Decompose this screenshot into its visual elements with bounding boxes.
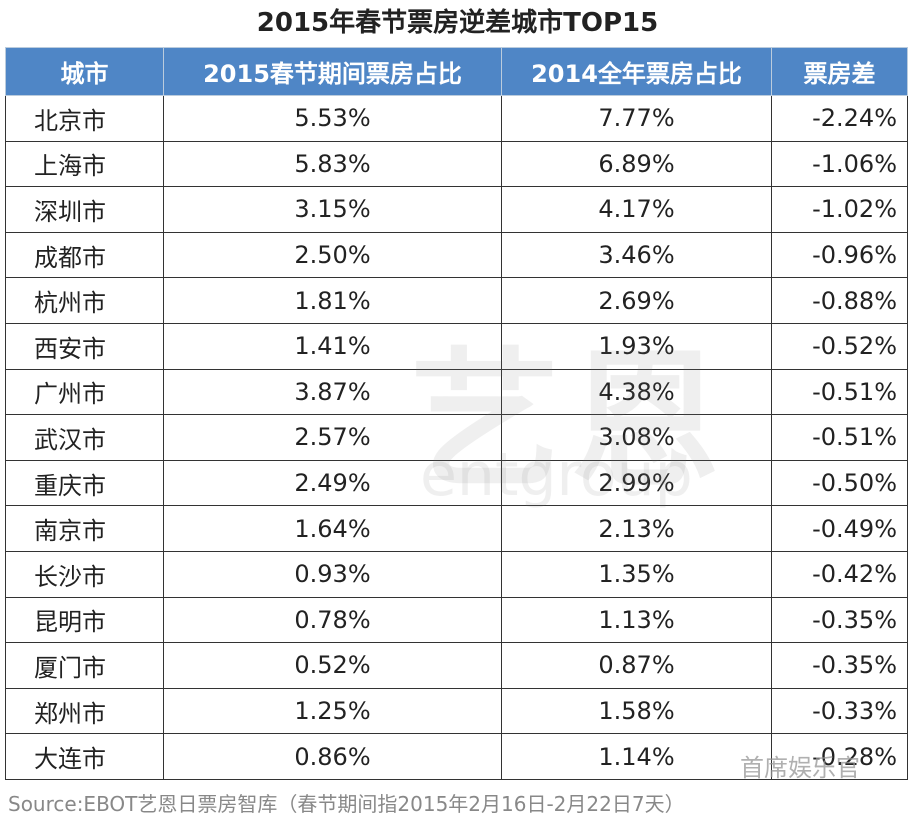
- table-cell: 广州市: [5, 368, 164, 416]
- table-cell: -0.50%: [771, 459, 908, 507]
- table-cell: 厦门市: [5, 642, 164, 689]
- table-row: 西安市 1.41% 1.93% -0.52%: [5, 322, 908, 370]
- table-cell: 5.53%: [163, 95, 502, 142]
- table-cell: -1.06%: [771, 140, 908, 188]
- table-row: 杭州市 1.81% 2.69% -0.88%: [5, 277, 908, 324]
- table-row: 重庆市 2.49% 2.99% -0.50%: [5, 459, 908, 507]
- table-cell: 3.08%: [501, 414, 772, 461]
- table-cell: -0.52%: [771, 322, 908, 370]
- table-cell: 2.13%: [501, 505, 772, 552]
- table-cell: -0.51%: [771, 368, 908, 416]
- table-row: 广州市 3.87% 4.38% -0.51%: [5, 368, 908, 416]
- table-cell: 重庆市: [5, 459, 164, 507]
- table-cell: 6.89%: [501, 140, 772, 188]
- header-row: 城市 2015春节期间票房占比 2014全年票房占比 票房差: [5, 47, 908, 96]
- table-cell: 1.93%: [501, 322, 772, 370]
- data-table: 城市 2015春节期间票房占比 2014全年票房占比 票房差 北京市 5.53% 7.77…: [5, 47, 908, 780]
- table-cell: 0.93%: [163, 550, 502, 598]
- table-cell: 0.87%: [501, 642, 772, 689]
- table-cell: -2.24%: [771, 95, 908, 142]
- table-row: 北京市 5.53% 7.77% -2.24%: [5, 95, 908, 142]
- table-cell: -0.96%: [771, 231, 908, 279]
- table-cell: 1.14%: [501, 733, 772, 780]
- table-cell: -0.35%: [771, 642, 908, 689]
- table-cell: 大连市: [5, 733, 164, 780]
- table-row: 深圳市 3.15% 4.17% -1.02%: [5, 186, 908, 233]
- table-cell: 4.17%: [501, 186, 772, 233]
- table-cell: 7.77%: [501, 95, 772, 142]
- table-cell: 上海市: [5, 140, 164, 188]
- table-cell: 1.35%: [501, 550, 772, 598]
- table-cell: -0.28%: [771, 733, 908, 780]
- header-cell: 2014全年票房占比: [501, 47, 772, 96]
- table-cell: -1.02%: [771, 186, 908, 233]
- title: 2015年春节票房逆差城市TOP15: [256, 8, 659, 38]
- table-cell: 2.49%: [163, 459, 502, 507]
- table-cell: 2.69%: [501, 277, 772, 324]
- table-cell: 杭州市: [5, 277, 164, 324]
- table-cell: 1.81%: [163, 277, 502, 324]
- table-cell: 昆明市: [5, 596, 164, 644]
- table-cell: -0.42%: [771, 550, 908, 598]
- table-cell: -0.49%: [771, 505, 908, 552]
- table-row: 郑州市 1.25% 1.58% -0.33%: [5, 687, 908, 735]
- table-cell: 北京市: [5, 95, 164, 142]
- table-cell: 3.15%: [163, 186, 502, 233]
- table-cell: -0.51%: [771, 414, 908, 461]
- table-cell: 南京市: [5, 505, 164, 552]
- table-cell: 1.13%: [501, 596, 772, 644]
- table-cell: 2.99%: [501, 459, 772, 507]
- table-cell: 1.41%: [163, 322, 502, 370]
- table-cell: 0.78%: [163, 596, 502, 644]
- table-cell: 5.83%: [163, 140, 502, 188]
- table-cell: -0.33%: [771, 687, 908, 735]
- table-cell: 1.58%: [501, 687, 772, 735]
- table-cell: 武汉市: [5, 414, 164, 461]
- table-row: 上海市 5.83% 6.89% -1.06%: [5, 140, 908, 188]
- table-row: 厦门市 0.52% 0.87% -0.35%: [5, 642, 908, 689]
- table-cell: -0.88%: [771, 277, 908, 324]
- table-cell: 深圳市: [5, 186, 164, 233]
- table-cell: 0.86%: [163, 733, 502, 780]
- table-row: 大连市 0.86% 1.14% -0.28%: [5, 733, 908, 780]
- table-cell: 3.46%: [501, 231, 772, 279]
- table-cell: 4.38%: [501, 368, 772, 416]
- table-cell: 1.64%: [163, 505, 502, 552]
- table-cell: 2.50%: [163, 231, 502, 279]
- table-row: 武汉市 2.57% 3.08% -0.51%: [5, 414, 908, 461]
- table-cell: 2.57%: [163, 414, 502, 461]
- table-body: 北京市 5.53% 7.77% -2.24% 上海市 5.83% 6.89% -1.06% 深圳…: [5, 95, 908, 780]
- header-cell: 2015春节期间票房占比: [163, 47, 502, 96]
- table-row: 长沙市 0.93% 1.35% -0.42%: [5, 550, 908, 598]
- table-cell: 西安市: [5, 322, 164, 370]
- table-cell: 3.87%: [163, 368, 502, 416]
- table-cell: 0.52%: [163, 642, 502, 689]
- header-cell: 票房差: [771, 47, 908, 96]
- header-cell: 城市: [5, 47, 164, 96]
- table-cell: 1.25%: [163, 687, 502, 735]
- source-note: Source:EBOT艺恩日票房智库（春节期间指2015年2月16日-2月22日…: [8, 792, 685, 816]
- table-cell: 郑州市: [5, 687, 164, 735]
- table-row: 昆明市 0.78% 1.13% -0.35%: [5, 596, 908, 644]
- table-row: 南京市 1.64% 2.13% -0.49%: [5, 505, 908, 552]
- table-row: 成都市 2.50% 3.46% -0.96%: [5, 231, 908, 279]
- table-cell: 成都市: [5, 231, 164, 279]
- table-cell: -0.35%: [771, 596, 908, 644]
- table-cell: 长沙市: [5, 550, 164, 598]
